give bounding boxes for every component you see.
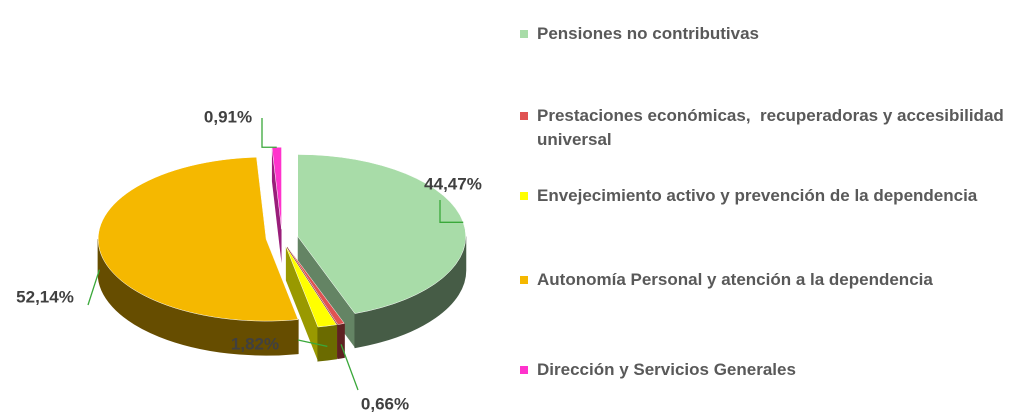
legend-item: Envejecimiento activo y prevención de la… [520, 184, 1017, 208]
legend-item: Pensiones no contributivas [520, 22, 1017, 46]
leader-line [439, 200, 464, 223]
slice-wall [271, 147, 282, 264]
slice-top [286, 246, 345, 325]
leader-line [340, 344, 359, 391]
legend-item: Autonomía Personal y atención a la depen… [520, 268, 1017, 292]
data-label: 52,14% [16, 287, 74, 306]
data-label: 1,82% [231, 334, 279, 353]
legend-label: Envejecimiento activo y prevención de la… [537, 186, 978, 205]
leader-line [261, 118, 277, 148]
slice-wall [285, 246, 318, 362]
leader-line [87, 269, 101, 306]
data-label: 44,47% [424, 174, 482, 193]
slice [97, 156, 299, 356]
slice-top [97, 156, 299, 322]
legend-label: Dirección y Servicios Generales [537, 360, 796, 379]
slice [271, 146, 282, 264]
legend-swatch [520, 276, 528, 284]
chart: 44,47% 0,66% 1,82% 52,14% 0,91% [16, 107, 482, 413]
slice [285, 246, 338, 362]
legend-label: Pensiones no contributivas [537, 24, 759, 43]
legend-swatch [520, 192, 528, 200]
slice-top [297, 154, 466, 314]
legend-swatch [520, 112, 528, 120]
legend-item: Prestaciones económicas, recuperadoras y… [520, 104, 1017, 152]
legend-label: Prestaciones económicas, recuperadoras y… [537, 106, 1009, 149]
legend-swatch [520, 366, 528, 374]
leader-line [297, 339, 328, 348]
legend-item: Dirección y Servicios Generales [520, 358, 1017, 382]
legend-label: Autonomía Personal y atención a la depen… [537, 270, 933, 289]
data-label: 0,66% [361, 394, 409, 413]
legend-swatch [520, 30, 528, 38]
data-label: 0,91% [204, 107, 252, 126]
slice-top [285, 246, 337, 328]
slice-side [337, 322, 345, 360]
slice-side [317, 324, 338, 362]
